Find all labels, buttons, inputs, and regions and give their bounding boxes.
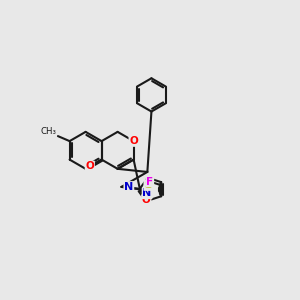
Text: O: O (129, 136, 138, 146)
Text: N: N (124, 182, 134, 192)
Text: S: S (144, 180, 152, 190)
Text: O: O (85, 161, 94, 171)
Text: CH₃: CH₃ (41, 127, 57, 136)
Text: F: F (146, 177, 154, 187)
Text: N: N (142, 188, 152, 198)
Text: O: O (142, 195, 151, 205)
